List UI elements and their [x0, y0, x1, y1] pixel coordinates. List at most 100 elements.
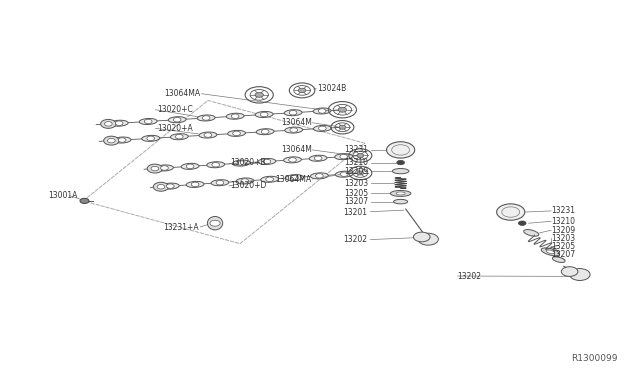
Circle shape: [289, 158, 296, 162]
Circle shape: [147, 136, 154, 141]
Circle shape: [80, 198, 89, 203]
Ellipse shape: [186, 182, 204, 187]
Ellipse shape: [226, 113, 244, 119]
Circle shape: [108, 138, 115, 143]
Ellipse shape: [113, 137, 131, 143]
Ellipse shape: [284, 157, 301, 163]
Circle shape: [357, 171, 364, 175]
Text: 13205: 13205: [552, 242, 576, 251]
Text: 13201: 13201: [343, 208, 367, 217]
Circle shape: [166, 184, 174, 188]
Text: 13202: 13202: [458, 272, 481, 281]
Ellipse shape: [285, 127, 303, 133]
Ellipse shape: [156, 165, 173, 171]
Ellipse shape: [199, 132, 217, 138]
Ellipse shape: [207, 162, 225, 168]
Ellipse shape: [396, 192, 405, 195]
Ellipse shape: [258, 158, 276, 164]
Circle shape: [387, 142, 415, 158]
Circle shape: [260, 112, 268, 117]
Circle shape: [173, 118, 181, 122]
Ellipse shape: [168, 117, 186, 123]
Circle shape: [237, 161, 245, 165]
Ellipse shape: [161, 183, 179, 189]
Text: 13207: 13207: [552, 250, 576, 259]
Circle shape: [186, 164, 194, 169]
Circle shape: [497, 204, 525, 220]
Ellipse shape: [314, 125, 332, 131]
Circle shape: [210, 220, 220, 226]
Ellipse shape: [310, 173, 328, 179]
Circle shape: [191, 182, 199, 187]
Text: 13209: 13209: [552, 226, 576, 235]
Ellipse shape: [181, 163, 199, 169]
Circle shape: [151, 166, 159, 171]
Circle shape: [231, 114, 239, 118]
Ellipse shape: [110, 120, 128, 126]
Circle shape: [397, 160, 404, 165]
Circle shape: [202, 116, 210, 120]
Ellipse shape: [260, 176, 278, 182]
Ellipse shape: [313, 108, 331, 114]
Circle shape: [319, 126, 326, 131]
Ellipse shape: [140, 118, 157, 125]
Text: 13210: 13210: [552, 217, 576, 226]
Text: 13203: 13203: [344, 179, 369, 187]
Ellipse shape: [541, 248, 559, 256]
Text: 13064M: 13064M: [281, 145, 312, 154]
Text: 13064M: 13064M: [281, 118, 312, 126]
Ellipse shape: [335, 154, 353, 160]
Text: 13202: 13202: [343, 235, 367, 244]
Ellipse shape: [394, 199, 408, 204]
Ellipse shape: [228, 130, 246, 137]
Circle shape: [289, 110, 297, 115]
Circle shape: [100, 119, 116, 128]
Ellipse shape: [285, 174, 303, 181]
Ellipse shape: [197, 115, 215, 121]
Text: 13020+B: 13020+B: [230, 158, 266, 167]
Text: 13203: 13203: [552, 234, 576, 243]
Ellipse shape: [142, 135, 159, 141]
Ellipse shape: [335, 171, 353, 177]
Circle shape: [570, 269, 590, 280]
Ellipse shape: [309, 155, 327, 161]
Text: 13231+A: 13231+A: [163, 223, 199, 232]
Ellipse shape: [524, 230, 539, 236]
Text: 13209: 13209: [344, 167, 369, 176]
Circle shape: [314, 156, 322, 160]
Circle shape: [161, 166, 168, 170]
Ellipse shape: [547, 250, 554, 254]
Text: 13064MA: 13064MA: [164, 89, 200, 98]
Circle shape: [216, 180, 224, 185]
Circle shape: [241, 179, 249, 183]
Circle shape: [418, 233, 438, 245]
Circle shape: [104, 122, 112, 126]
Text: 13020+D: 13020+D: [230, 182, 267, 190]
Circle shape: [255, 92, 264, 97]
Ellipse shape: [284, 110, 302, 116]
Ellipse shape: [211, 180, 229, 186]
Text: R1300099: R1300099: [571, 354, 618, 363]
Circle shape: [357, 154, 364, 157]
Circle shape: [266, 177, 273, 182]
Ellipse shape: [255, 112, 273, 118]
Ellipse shape: [207, 217, 223, 230]
Circle shape: [212, 163, 220, 167]
Ellipse shape: [256, 129, 274, 135]
Circle shape: [233, 131, 241, 136]
Text: 13205: 13205: [344, 189, 369, 198]
Ellipse shape: [236, 178, 253, 184]
Text: 13024B: 13024B: [317, 84, 346, 93]
Circle shape: [147, 164, 163, 173]
Circle shape: [115, 121, 123, 125]
Circle shape: [157, 185, 165, 189]
Circle shape: [145, 119, 152, 124]
Text: 13064MA: 13064MA: [276, 175, 312, 184]
Circle shape: [561, 267, 578, 276]
Ellipse shape: [390, 190, 411, 196]
Circle shape: [204, 133, 212, 137]
Circle shape: [154, 182, 169, 191]
Text: 13207: 13207: [344, 197, 369, 206]
Ellipse shape: [232, 160, 250, 166]
Circle shape: [291, 175, 298, 180]
